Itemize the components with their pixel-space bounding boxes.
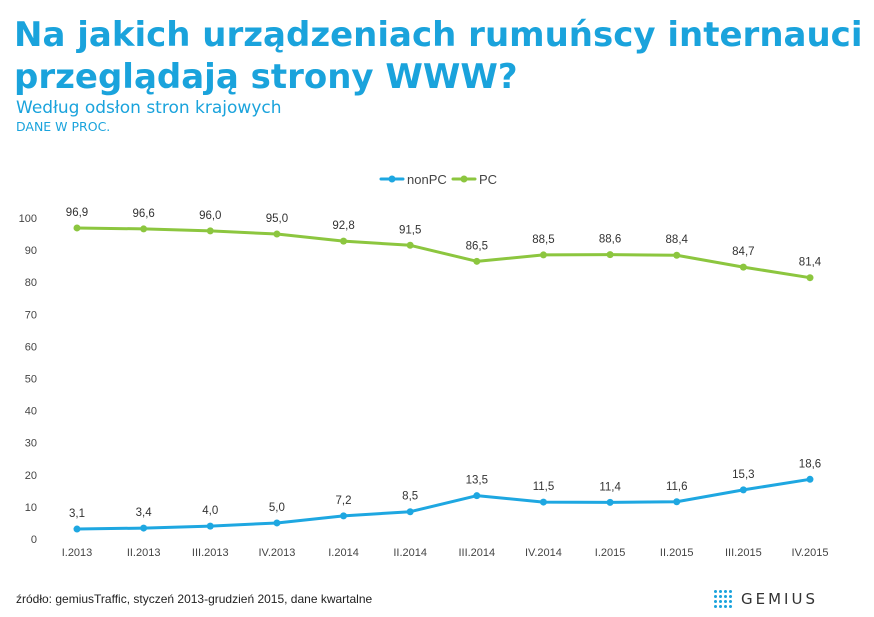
data-point	[473, 257, 481, 265]
data-label: 96,6	[132, 208, 154, 220]
series-line	[75, 477, 812, 531]
data-point	[539, 498, 547, 506]
data-label: 11,4	[599, 481, 621, 493]
series-group: 3,1 3,4 4,0 5,0 7,2 8,5 13,5 11,5 11,4 11,6 15,3 18…	[66, 207, 822, 533]
data-label: 91,5	[399, 224, 421, 236]
legend-swatch-marker	[460, 175, 468, 183]
y-tick-label: 20	[25, 470, 37, 482]
y-tick-label: 90	[25, 245, 37, 257]
data-point	[473, 492, 481, 500]
gemius-logo: GEMIUS	[714, 588, 818, 610]
series-nonpc: 3,1 3,4 4,0 5,0 7,2 8,5 13,5 11,5 11,4 11,6 15,3 18…	[69, 458, 821, 533]
series-line	[75, 226, 812, 280]
y-tick-label: 100	[19, 213, 37, 225]
data-point	[73, 525, 81, 533]
x-tick-label: II.2014	[393, 547, 427, 559]
y-tick-label: 70	[25, 309, 37, 321]
chart-title: Na jakich urządzeniach rumuńscy internau…	[14, 15, 863, 97]
data-point	[606, 251, 614, 259]
data-label: 88,4	[666, 234, 689, 246]
data-point	[140, 524, 148, 532]
x-tick-label: III.2015	[725, 547, 762, 559]
legend: nonPC PC	[379, 172, 497, 187]
data-label: 81,4	[799, 257, 822, 269]
data-label: 86,5	[466, 240, 488, 252]
data-point	[739, 263, 747, 271]
data-point	[273, 519, 281, 527]
data-point	[73, 224, 81, 232]
data-point	[340, 512, 348, 520]
data-point	[673, 498, 681, 506]
data-point	[539, 251, 547, 259]
y-axis: 0 10 20 30 40 50 60 70 80 90 100	[19, 213, 37, 546]
legend-label: nonPC	[407, 172, 447, 187]
y-tick-label: 0	[31, 534, 37, 546]
x-tick-label: I.2015	[595, 547, 626, 559]
data-label: 13,5	[466, 475, 488, 487]
data-point	[206, 227, 214, 235]
data-label: 11,6	[666, 481, 688, 493]
units-note: DANE W PROC.	[16, 119, 111, 134]
data-label: 3,1	[69, 508, 85, 520]
logo-text: GEMIUS	[741, 590, 818, 608]
data-point	[673, 251, 681, 259]
y-tick-label: 50	[25, 374, 37, 386]
source-note: źródło: gemiusTraffic, styczeń 2013-grud…	[16, 592, 373, 606]
chart-subtitle: Według odsłon stron krajowych	[16, 98, 282, 118]
x-axis: I.2013 II.2013 III.2013 IV.2013 I.2014 II.201…	[62, 547, 829, 559]
data-label: 5,0	[269, 502, 285, 514]
data-point	[406, 508, 414, 516]
series-pc: 96,9 96,6 96,0 95,0 92,8 91,5 86,5 88,5 88,6 88,4…	[66, 207, 822, 282]
data-point	[206, 522, 214, 530]
y-tick-label: 10	[25, 502, 37, 514]
data-label: 3,4	[136, 507, 153, 519]
x-tick-label: II.2015	[660, 547, 694, 559]
y-tick-label: 60	[25, 341, 37, 353]
data-label: 15,3	[732, 469, 754, 481]
x-tick-label: I.2013	[62, 547, 93, 559]
data-label: 96,0	[199, 210, 221, 222]
legend-item-nonpc: nonPC	[379, 172, 447, 187]
x-tick-label: III.2014	[458, 547, 495, 559]
data-label: 11,5	[533, 481, 555, 493]
data-label: 18,6	[799, 458, 821, 470]
data-point	[606, 498, 614, 506]
x-tick-label: I.2014	[328, 547, 359, 559]
legend-item-pc: PC	[451, 172, 497, 187]
data-label: 88,5	[532, 234, 554, 246]
data-label: 8,5	[402, 491, 418, 503]
y-tick-label: 30	[25, 438, 37, 450]
x-tick-label: IV.2015	[792, 547, 829, 559]
data-point	[406, 241, 414, 249]
data-label: 4,0	[202, 505, 218, 517]
x-tick-label: IV.2013	[258, 547, 295, 559]
y-tick-label: 40	[25, 406, 37, 418]
data-point	[739, 486, 747, 494]
x-tick-label: IV.2014	[525, 547, 562, 559]
legend-label: PC	[479, 172, 497, 187]
data-label: 96,9	[66, 207, 88, 219]
data-label: 7,2	[336, 495, 352, 507]
data-label: 84,7	[732, 246, 754, 258]
data-point	[806, 475, 814, 483]
data-label: 88,6	[599, 234, 621, 246]
y-tick-label: 80	[25, 277, 37, 289]
data-label: 92,8	[332, 220, 354, 232]
data-point	[806, 274, 814, 282]
data-point	[140, 225, 148, 233]
x-tick-label: II.2013	[127, 547, 161, 559]
x-tick-label: III.2013	[192, 547, 229, 559]
data-label: 95,0	[266, 213, 288, 225]
data-point	[340, 237, 348, 245]
legend-swatch-marker	[388, 175, 396, 183]
logo-dots-icon	[714, 590, 732, 608]
data-point	[273, 230, 281, 238]
